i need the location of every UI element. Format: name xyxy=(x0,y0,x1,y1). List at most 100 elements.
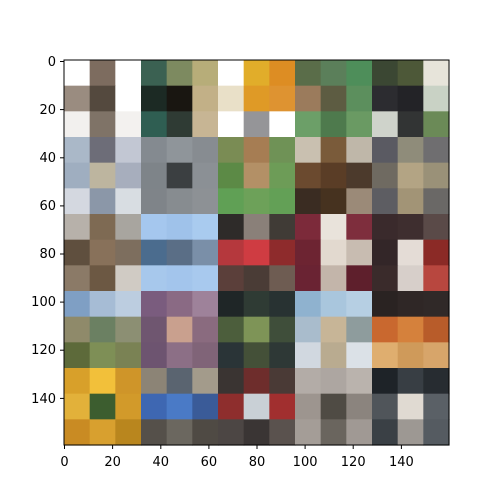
tile-pixel-block xyxy=(166,419,193,446)
tile-pixel-block xyxy=(346,316,373,343)
tile-pixel-block xyxy=(346,291,373,318)
tile-pixel-block xyxy=(166,188,193,215)
tile-pixel-block xyxy=(141,85,168,112)
tile-pixel-block xyxy=(64,137,91,164)
tile-pixel-block xyxy=(64,111,91,138)
tile-pixel-block xyxy=(269,342,296,369)
tile-pixel-block xyxy=(423,342,450,369)
tile-pixel-block xyxy=(192,60,219,87)
frog-on-gray-tile xyxy=(295,368,373,446)
tile-pixel-block xyxy=(397,162,424,189)
tile-pixel-block xyxy=(269,188,296,215)
tile-pixel-block xyxy=(141,111,168,138)
tile-pixel-block xyxy=(320,342,347,369)
tile-pixel-block xyxy=(64,419,91,446)
propeller-plane-tile xyxy=(141,214,219,292)
tile-pixel-block xyxy=(141,137,168,164)
tile-pixel-block xyxy=(218,342,245,369)
x-tick-label: 100 xyxy=(293,455,318,470)
cat-with-red-box-tile xyxy=(372,214,450,292)
tile-pixel-block xyxy=(295,316,322,343)
tile-pixel-block xyxy=(397,291,424,318)
tile-pixel-block xyxy=(89,214,116,241)
tile-pixel-block xyxy=(295,239,322,266)
orange-truck-tile xyxy=(218,60,296,138)
tile-pixel-block xyxy=(141,368,168,395)
tile-pixel-block xyxy=(372,419,399,446)
dog-in-doorway-tile xyxy=(141,60,219,138)
tile-pixel-block xyxy=(115,214,142,241)
deer-in-grass-tile xyxy=(295,60,373,138)
tile-pixel-block xyxy=(243,214,270,241)
tile-pixel-block xyxy=(64,291,91,318)
tile-pixel-block xyxy=(192,85,219,112)
tile-pixel-block xyxy=(192,265,219,292)
tile-pixel-block xyxy=(166,111,193,138)
tile-pixel-block xyxy=(423,188,450,215)
tile-pixel-block xyxy=(89,342,116,369)
tile-pixel-block xyxy=(269,85,296,112)
x-tick-label: 40 xyxy=(153,455,170,470)
tile-pixel-block xyxy=(295,60,322,87)
tile-pixel-block xyxy=(64,368,91,395)
tile-pixel-block xyxy=(166,393,193,420)
tile-pixel-block xyxy=(269,265,296,292)
tile-pixel-block xyxy=(346,239,373,266)
tile-pixel-block xyxy=(346,342,373,369)
x-tick-label: 60 xyxy=(201,455,218,470)
tile-pixel-block xyxy=(397,188,424,215)
tile-pixel-block xyxy=(372,162,399,189)
tile-pixel-block xyxy=(346,85,373,112)
tile-pixel-block xyxy=(192,111,219,138)
horse-head-tile xyxy=(295,137,373,215)
tile-pixel-block xyxy=(423,162,450,189)
tile-pixel-block xyxy=(192,368,219,395)
tile-pixel-block xyxy=(320,265,347,292)
tile-pixel-block xyxy=(218,239,245,266)
y-tick-label: 100 xyxy=(31,295,56,310)
tile-pixel-block xyxy=(295,111,322,138)
white-puppy-tile xyxy=(295,214,373,292)
y-tick-label: 120 xyxy=(31,343,56,358)
tile-pixel-block xyxy=(423,316,450,343)
tile-pixel-block xyxy=(346,419,373,446)
tile-pixel-block xyxy=(295,162,322,189)
tile-pixel-block xyxy=(295,368,322,395)
tile-pixel-block xyxy=(372,239,399,266)
tile-pixel-block xyxy=(372,316,399,343)
tile-pixel-block xyxy=(295,85,322,112)
tile-pixel-block xyxy=(192,419,219,446)
tile-pixel-block xyxy=(243,368,270,395)
tile-pixel-block xyxy=(269,393,296,420)
dump-truck-tile xyxy=(64,291,142,369)
tile-pixel-block xyxy=(115,393,142,420)
tile-pixel-block xyxy=(192,393,219,420)
tile-pixel-block xyxy=(89,419,116,446)
tile-pixel-block xyxy=(397,316,424,343)
red-sports-car-tile xyxy=(218,368,296,446)
tile-pixel-block xyxy=(89,265,116,292)
tile-pixel-block xyxy=(346,368,373,395)
tile-pixel-block xyxy=(192,162,219,189)
y-tick-label: 20 xyxy=(39,103,56,118)
y-tick-label: 80 xyxy=(39,247,56,262)
tile-pixel-block xyxy=(269,137,296,164)
tile-pixel-block xyxy=(64,60,91,87)
tile-pixel-block xyxy=(397,419,424,446)
tile-pixel-block xyxy=(423,111,450,138)
tile-pixel-block xyxy=(320,188,347,215)
tile-pixel-block xyxy=(243,162,270,189)
tile-pixel-block xyxy=(218,368,245,395)
tile-pixel-block xyxy=(218,214,245,241)
tile-pixel-block xyxy=(115,60,142,87)
tile-pixel-block xyxy=(166,342,193,369)
tile-pixel-block xyxy=(141,419,168,446)
tile-pixel-block xyxy=(295,214,322,241)
tile-pixel-block xyxy=(423,239,450,266)
tile-pixel-block xyxy=(295,393,322,420)
tile-pixel-block xyxy=(243,111,270,138)
tile-pixel-block xyxy=(89,393,116,420)
tile-pixel-block xyxy=(141,239,168,266)
tile-pixel-block xyxy=(166,291,193,318)
tile-pixel-block xyxy=(89,368,116,395)
